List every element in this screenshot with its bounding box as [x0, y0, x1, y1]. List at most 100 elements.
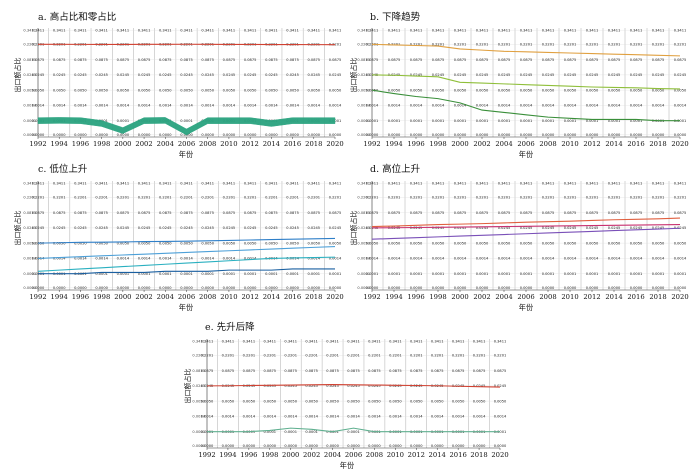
cell-value: 0.0001: [347, 430, 360, 434]
cell-value: 0.0245: [159, 226, 172, 230]
cell-value: 0.3411: [117, 28, 130, 32]
cell-value: 0.0001: [244, 272, 257, 276]
cell-value: 0.3411: [286, 28, 299, 32]
cell-value: 0.0875: [520, 58, 533, 62]
cell-value: 0.2201: [329, 196, 342, 200]
cell-value: 0.0000: [432, 286, 445, 290]
cell-value: 0.0875: [368, 369, 381, 373]
x-tick-label: 2004: [157, 293, 174, 301]
cell-value: 0.0245: [243, 384, 256, 388]
cell-value: 0.0875: [74, 58, 87, 62]
y-tick-label: 0.0000: [357, 133, 370, 137]
cell-value: 0.3411: [307, 181, 320, 185]
x-tick-label: 1992: [363, 140, 380, 148]
cell-value: 0.2201: [410, 354, 423, 358]
cell-value: 0.0245: [454, 73, 467, 77]
panel-a-title: a. 高占比和零占比: [38, 11, 116, 23]
cell-value: 0.0014: [95, 104, 108, 108]
cell-value: 0.3411: [674, 28, 687, 32]
cell-value: 0.0001: [608, 119, 621, 123]
cell-value: 0.0245: [117, 226, 130, 230]
cell-value: 0.0000: [265, 133, 278, 137]
cell-value: 0.0014: [368, 415, 381, 419]
x-tick-label: 1998: [93, 140, 110, 148]
cell-value: 0.0014: [476, 104, 489, 108]
cell-value: 0.2201: [473, 354, 486, 358]
x-tick-label: 2010: [387, 451, 404, 459]
cell-value: 0.3411: [454, 181, 467, 185]
cell-value: 0.3411: [265, 28, 278, 32]
cell-value: 0.0245: [53, 226, 66, 230]
panel-e-ylabel: 出口额占比: [183, 369, 192, 404]
cell-value: 0.0014: [284, 415, 297, 419]
x-tick-label: 2014: [605, 293, 622, 301]
cell-value: 0.0245: [244, 226, 257, 230]
x-tick-label: 2014: [429, 451, 446, 459]
cell-value: 0.0050: [608, 241, 621, 245]
cell-value: 0.0014: [366, 257, 379, 261]
cell-value: 0.0000: [388, 133, 401, 137]
panel-c-xlabel: 年份: [179, 303, 193, 312]
cell-value: 0.0050: [652, 88, 665, 92]
cell-value: 0.0875: [494, 369, 507, 373]
cell-value: 0.0001: [586, 272, 599, 276]
cell-value: 0.0001: [201, 272, 214, 276]
cell-value: 0.3411: [329, 28, 342, 32]
cell-value: 0.0875: [201, 58, 214, 62]
series-line: [371, 43, 681, 57]
cell-value: 0.0875: [476, 58, 489, 62]
y-tick-label: 0.0245: [192, 384, 205, 388]
y-tick-label: 0.0001: [357, 272, 370, 276]
cell-value: 0.3411: [286, 181, 299, 185]
x-tick-label: 1996: [240, 451, 257, 459]
cell-value: 0.3411: [494, 339, 507, 343]
cell-value: 0.2201: [431, 354, 444, 358]
cell-value: 0.3411: [138, 181, 151, 185]
cell-value: 0.0875: [542, 58, 555, 62]
cell-value: 0.3411: [53, 181, 66, 185]
cell-value: 0.0014: [388, 257, 401, 261]
cell-value: 0.2201: [452, 354, 465, 358]
series-line: [37, 256, 336, 272]
series-line: [371, 217, 681, 228]
cell-value: 0.2201: [138, 196, 151, 200]
cell-value: 0.0875: [223, 211, 236, 215]
cell-value: 0.3411: [498, 181, 511, 185]
series-line: [371, 74, 681, 90]
cell-value: 0.0000: [201, 444, 214, 448]
cell-value: 0.0875: [284, 369, 297, 373]
cell-value: 0.0001: [410, 272, 423, 276]
cell-value: 0.0050: [286, 88, 299, 92]
cell-value: 0.0050: [263, 399, 276, 403]
x-tick-label: 1994: [385, 140, 402, 148]
y-tick-label: 0.3411: [357, 28, 370, 32]
cell-value: 0.0875: [243, 369, 256, 373]
cell-value: 0.3411: [473, 339, 486, 343]
cell-value: 0.0001: [542, 272, 555, 276]
cell-value: 0.0014: [432, 104, 445, 108]
cell-value: 0.2201: [410, 43, 423, 47]
cell-value: 0.0050: [410, 399, 423, 403]
cell-value: 0.2201: [564, 196, 577, 200]
y-tick-label: 0.0000: [357, 286, 370, 290]
x-tick-label: 1994: [51, 140, 68, 148]
cell-value: 0.0245: [74, 73, 87, 77]
cell-value: 0.0014: [410, 257, 423, 261]
cell-value: 0.0000: [117, 133, 130, 137]
x-tick-label: 2018: [305, 140, 322, 148]
cell-value: 0.0875: [329, 58, 342, 62]
cell-value: 0.0050: [307, 241, 320, 245]
cell-value: 0.0014: [180, 104, 193, 108]
cell-value: 0.2201: [117, 196, 130, 200]
cell-value: 0.2201: [674, 43, 687, 47]
cell-value: 0.0000: [53, 286, 66, 290]
cell-value: 0.0014: [138, 104, 151, 108]
cell-value: 0.2201: [432, 196, 445, 200]
cell-value: 0.0001: [432, 119, 445, 123]
cell-value: 0.2201: [307, 196, 320, 200]
cell-value: 0.0014: [201, 257, 214, 261]
cell-value: 0.0245: [652, 73, 665, 77]
cell-value: 0.3411: [326, 339, 339, 343]
cell-value: 0.0245: [307, 73, 320, 77]
cell-value: 0.0875: [244, 58, 257, 62]
